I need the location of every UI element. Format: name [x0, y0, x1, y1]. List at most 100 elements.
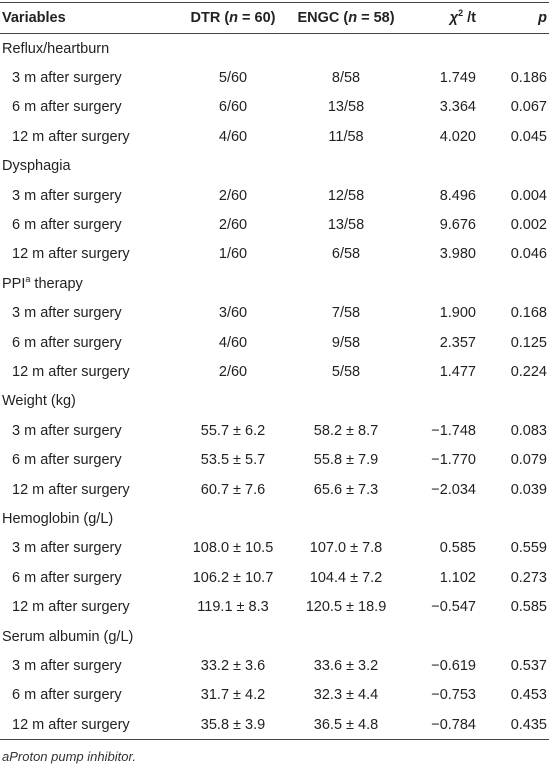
cell: 0.559 [510, 540, 547, 557]
cell: −0.547 [431, 599, 476, 616]
table-header: Variables DTR (n = 60) ENGC (n = 58) χ2 … [0, 2, 549, 34]
cell: 12/58 [327, 187, 365, 204]
row-label: 3 m after surgery [12, 187, 122, 204]
cell: 9/58 [331, 334, 361, 351]
group-label-part: a [25, 273, 31, 284]
cell: 0.083 [510, 422, 547, 439]
header-cell: DTR (n = 60) [176, 2, 290, 34]
group-label: Serum albumin (g/L) [2, 628, 134, 645]
cell: 108.0 ± 10.5 [192, 540, 274, 557]
cell: 1.900 [439, 305, 476, 322]
cell: 0.168 [510, 305, 547, 322]
data-row: 6 m after surgery 31.7 ± 4.2 32.3 ± 4.4 −0.… [0, 681, 549, 710]
cell: 2.357 [439, 334, 476, 351]
group-label: Weight (kg) [2, 393, 76, 410]
header-text: /t [463, 10, 476, 26]
cell: 5/58 [331, 363, 361, 380]
cell: −2.034 [431, 481, 476, 498]
row-label: 3 m after surgery [12, 540, 122, 557]
cell: 2/60 [218, 363, 248, 380]
group-label: Hemoglobin (g/L) [2, 510, 114, 527]
row-label: 12 m after surgery [12, 128, 130, 145]
cell: 7/58 [331, 305, 361, 322]
footnote: aProton pump inhibitor. [2, 749, 136, 765]
group-label-part: therapy [30, 275, 83, 292]
cell: 58.2 ± 8.7 [313, 422, 379, 439]
header-text: 2 [458, 8, 464, 19]
cell: 35.8 ± 3.9 [176, 709, 290, 741]
cell: 8/58 [331, 70, 361, 87]
group-row: Hemoglobin (g/L) [0, 504, 549, 533]
cell: 13/58 [327, 99, 365, 116]
cell: 0.046 [510, 246, 547, 263]
data-row: 6 m after surgery 6/60 13/58 3.364 0.067 [0, 93, 549, 122]
cell: 3/60 [218, 305, 248, 322]
header-text: n [229, 10, 239, 26]
data-row: 12 m after surgery 2/60 5/58 1.477 0.224 [0, 357, 549, 386]
header-cell: ENGC (n = 58) [290, 2, 402, 34]
header-row: Variables DTR (n = 60) ENGC (n = 58) χ2 … [0, 2, 549, 34]
cell: −0.753 [431, 687, 476, 704]
cell: 65.6 ± 7.3 [313, 481, 379, 498]
group-label: Reflux/heartburn [2, 40, 110, 57]
table-body: Reflux/heartburn 3 m after surgery 5/60 8/5… [0, 34, 549, 741]
cell: 31.7 ± 4.2 [200, 687, 266, 704]
row-label: 3 m after surgery [12, 422, 122, 439]
header-text: p [538, 10, 547, 26]
row-label: 6 m after surgery [12, 334, 122, 351]
header-cell: Variables [0, 2, 176, 34]
cell: 33.2 ± 3.6 [200, 657, 266, 674]
header-cell: p [482, 2, 549, 34]
cell: 8.496 [439, 187, 476, 204]
cell: 120.5 ± 18.9 [305, 599, 387, 616]
row-label: 3 m after surgery [12, 657, 122, 674]
cell: 9.676 [439, 217, 476, 234]
cell: 106.2 ± 10.7 [192, 569, 274, 586]
cell: −1.748 [431, 422, 476, 439]
group-label-part: PPI [2, 275, 26, 292]
cell: 2/60 [218, 217, 248, 234]
group-row: Reflux/heartburn [0, 34, 549, 64]
cell: 2/60 [218, 187, 248, 204]
data-row: 12 m after surgery 4/60 11/58 4.020 0.045 [0, 122, 549, 151]
cell: 3.980 [439, 246, 476, 263]
data-table: Variables DTR (n = 60) ENGC (n = 58) χ2 … [0, 2, 549, 741]
cell: 0.004 [510, 187, 547, 204]
data-row: 6 m after surgery 2/60 13/58 9.676 0.002 [0, 210, 549, 239]
header-cell: χ2 /t [402, 2, 482, 34]
cell: 0.435 [482, 709, 549, 741]
row-label: 6 m after surgery [12, 569, 122, 586]
group-label: PPIa therapy [0, 269, 549, 298]
cell: 1.102 [439, 569, 476, 586]
cell: 0.079 [510, 452, 547, 469]
cell: 36.5 ± 4.8 [290, 709, 402, 741]
cell: −0.619 [431, 657, 476, 674]
data-row: 3 m after surgery 2/60 12/58 8.496 0.004 [0, 181, 549, 210]
row-label: 3 m after surgery [12, 70, 122, 87]
data-row: 3 m after surgery 108.0 ± 10.5 107.0 ± 7.8… [0, 534, 549, 563]
data-row: 3 m after surgery 33.2 ± 3.6 33.6 ± 3.2 −0.… [0, 651, 549, 680]
row-label: 3 m after surgery [12, 305, 122, 322]
cell: 55.8 ± 7.9 [313, 452, 379, 469]
cell: 0.585 [439, 540, 476, 557]
cell: 32.3 ± 4.4 [313, 687, 379, 704]
cell: 60.7 ± 7.6 [200, 481, 266, 498]
data-row: 12 m after surgery 35.8 ± 3.9 36.5 ± 4.8 −0… [0, 709, 549, 741]
cell: 0.585 [510, 599, 547, 616]
data-row: 3 m after surgery 3/60 7/58 1.900 0.168 [0, 299, 549, 328]
row-label: 12 m after surgery [0, 709, 176, 741]
cell: 0.067 [510, 99, 547, 116]
header-text: = 60) [238, 10, 276, 26]
data-row: 3 m after surgery 55.7 ± 6.2 58.2 ± 8.7 −1.… [0, 416, 549, 445]
cell: 0.453 [510, 687, 547, 704]
cell: 0.224 [510, 363, 547, 380]
cell: 0.125 [510, 334, 547, 351]
cell: 4/60 [218, 128, 248, 145]
row-label: 12 m after surgery [12, 599, 130, 616]
header-text: ENGC ( [297, 10, 349, 26]
cell: 104.4 ± 7.2 [309, 569, 383, 586]
cell: 0.045 [510, 128, 547, 145]
header-text: n [348, 10, 358, 26]
cell: 6/60 [218, 99, 248, 116]
